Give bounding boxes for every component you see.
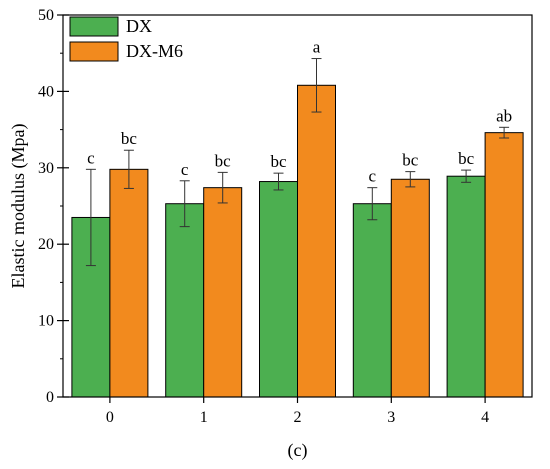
- x-tick-label: 2: [294, 409, 302, 426]
- bar-DX-2: [259, 181, 298, 398]
- legend: DX DX-M6: [69, 16, 183, 62]
- figure-caption: (c): [288, 440, 308, 461]
- y-tick-label: 50: [38, 7, 54, 24]
- significance-label: c: [181, 160, 189, 179]
- x-tick-label: 1: [200, 409, 208, 426]
- significance-label: ab: [496, 106, 512, 125]
- significance-label: c: [369, 167, 377, 186]
- error-bars-layer: [85, 58, 510, 267]
- y-tick-label: 0: [46, 389, 54, 406]
- y-axis: 0 10 20 30 40 50: [38, 7, 69, 406]
- x-tick-label: 0: [106, 409, 114, 426]
- significance-label: c: [87, 148, 95, 167]
- x-tick-label: 3: [387, 409, 395, 426]
- bar-DX-3: [352, 203, 392, 398]
- significance-label: bc: [270, 152, 287, 171]
- x-axis: 0 1 2 3 4: [106, 397, 489, 426]
- significance-label: bc: [458, 149, 475, 168]
- x-tick-label: 4: [481, 409, 489, 426]
- significance-label: a: [313, 38, 321, 57]
- y-tick-label: 20: [38, 236, 54, 253]
- y-axis-title: Elastic modulus (Mpa): [8, 124, 29, 289]
- significance-labels-layer: c bc c bc bc a c bc bc ab: [87, 38, 512, 186]
- bar-DX-M6-0: [109, 168, 149, 398]
- legend-label-DX: DX: [126, 16, 152, 36]
- y-tick-label: 30: [38, 160, 54, 177]
- legend-swatch-DX: [69, 16, 119, 37]
- y-tick-label: 40: [38, 83, 54, 100]
- bar-DX-1: [165, 203, 205, 398]
- bar-DX-M6-3: [390, 178, 430, 398]
- bar-DX-4: [446, 175, 486, 398]
- legend-label-DX-M6: DX-M6: [126, 41, 183, 61]
- significance-label: bc: [121, 129, 138, 148]
- y-tick-label: 10: [38, 313, 54, 330]
- significance-label: bc: [215, 151, 232, 170]
- legend-swatch-DX-M6: [69, 41, 119, 62]
- bar-DX-M6-1: [203, 187, 243, 398]
- bar-DX-M6-4: [484, 132, 524, 398]
- significance-label: bc: [402, 151, 419, 170]
- bars-layer: [71, 84, 524, 398]
- bar-DX-M6-2: [297, 84, 336, 398]
